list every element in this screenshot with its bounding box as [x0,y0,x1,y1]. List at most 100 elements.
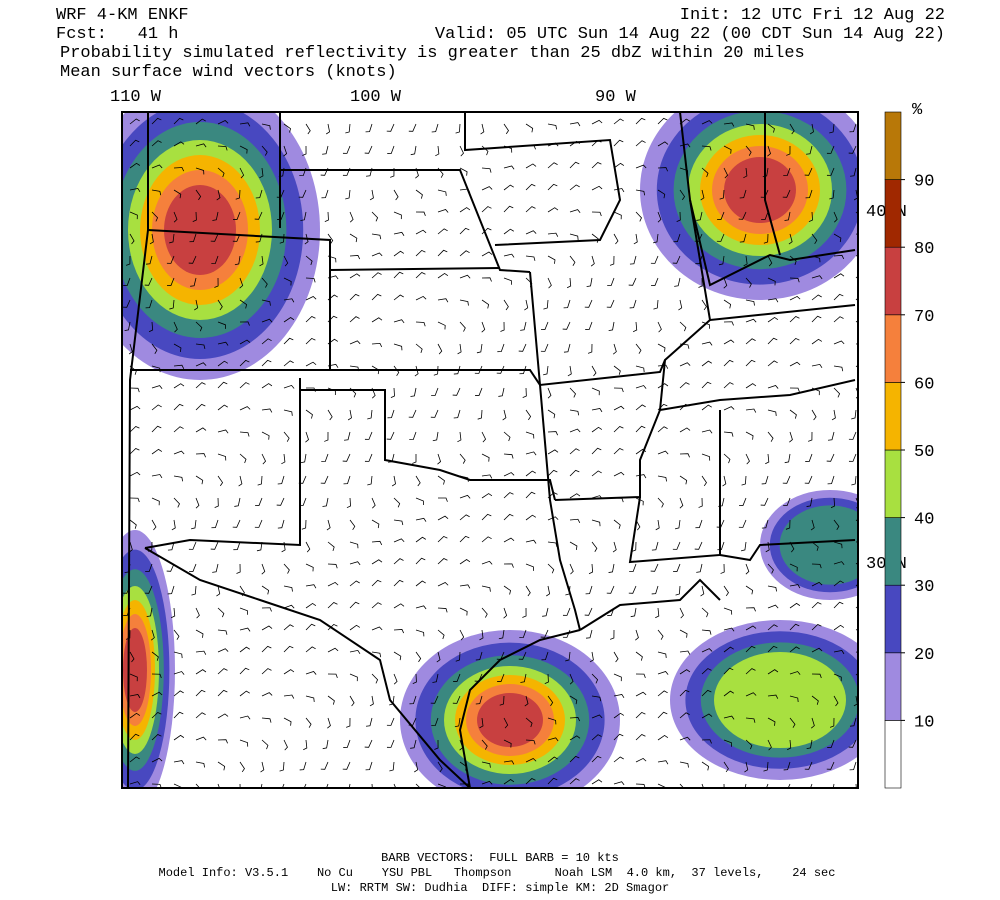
wind-barb [761,211,769,220]
wind-barb [765,453,770,465]
wind-barb [745,318,757,323]
wind-barb [304,233,309,245]
wind-barb [723,453,731,464]
wind-barb [679,607,684,619]
wind-barb [547,695,554,707]
wind-barb [565,651,571,662]
wind-barb [239,145,248,154]
wind-barb [848,739,857,748]
wind-barb [567,365,572,377]
wind-barb [129,673,138,682]
wind-barb [657,497,664,508]
wind-barb [393,250,405,257]
wind-barb [459,227,470,235]
wind-barb [173,711,184,719]
wind-barb [789,431,793,443]
wind-barb [173,651,183,659]
wind-barb [499,695,505,706]
wind-barb [785,519,791,530]
lon-label: 100 W [350,88,402,107]
wind-barb [305,646,316,653]
wind-barb [698,497,703,508]
wind-barb [723,690,734,697]
wind-barb [129,162,141,169]
wind-barb [452,387,461,396]
wind-barb [788,233,793,245]
wind-barb [431,387,439,396]
wind-barb [723,145,732,154]
wind-barb [302,145,307,156]
wind-barb [195,118,206,125]
wind-barb [190,277,197,287]
wind-barb [345,123,351,134]
wind-barb [255,497,263,506]
wind-barb [371,293,382,301]
wind-barb [606,585,615,594]
wind-barb [217,321,226,329]
wind-barb [591,714,603,719]
wind-barb [437,535,448,543]
wind-barb [524,299,529,311]
wind-barb [833,695,839,707]
wind-barb [387,409,395,419]
wind-barb [283,739,288,751]
wind-barb [283,384,295,389]
wind-barb [481,493,493,499]
wind-barb [409,431,417,441]
wind-barb [261,692,273,697]
wind-barb [169,299,175,310]
wind-barb [585,629,593,639]
wind-barb [789,361,801,367]
wind-barb [544,673,549,685]
wind-barb [364,453,373,462]
wind-barb [254,519,263,528]
wind-barb [650,255,659,264]
wind-barb [393,365,400,377]
wind-barb [431,123,439,133]
wind-barb [299,761,307,771]
wind-barb [327,581,339,587]
wind-barb [129,139,140,147]
lon-label: 110 W [110,88,162,107]
colorbar-segment [884,517,902,586]
wind-barb [321,453,329,463]
wind-barb [612,541,617,553]
wind-barb [804,167,813,176]
wind-barb [569,717,581,722]
wind-barb [767,409,777,416]
wind-barb [547,255,556,264]
wind-barb [613,673,622,682]
wind-barb [129,694,141,699]
wind-barb [650,277,659,286]
wind-barb [239,646,250,653]
wind-barb [745,668,756,675]
wind-barb [349,580,360,587]
wind-barb [609,255,615,266]
wind-barb [481,206,492,213]
wind-barb [321,189,329,199]
wind-barb [589,651,594,663]
wind-barb [239,167,245,179]
wind-barb [261,563,266,575]
wind-barb [146,607,153,618]
wind-barb [391,475,396,487]
wind-barb [367,409,373,420]
wind-barb [723,277,728,289]
wind-barb [283,317,295,323]
wind-barb [789,387,800,393]
wind-barb [723,431,734,437]
wind-barb [412,453,417,464]
wind-barb [151,651,159,661]
wind-barb [635,117,646,125]
wind-barb [173,450,185,455]
wind-barb [129,756,140,763]
wind-barb [613,756,624,763]
wind-barb [459,607,468,616]
wind-barb [327,409,333,421]
wind-barb [320,761,329,770]
wind-barb [613,139,624,147]
wind-barb [806,497,813,507]
wind-barb [259,255,264,267]
wind-barb [695,519,703,529]
wind-barb [739,189,747,199]
